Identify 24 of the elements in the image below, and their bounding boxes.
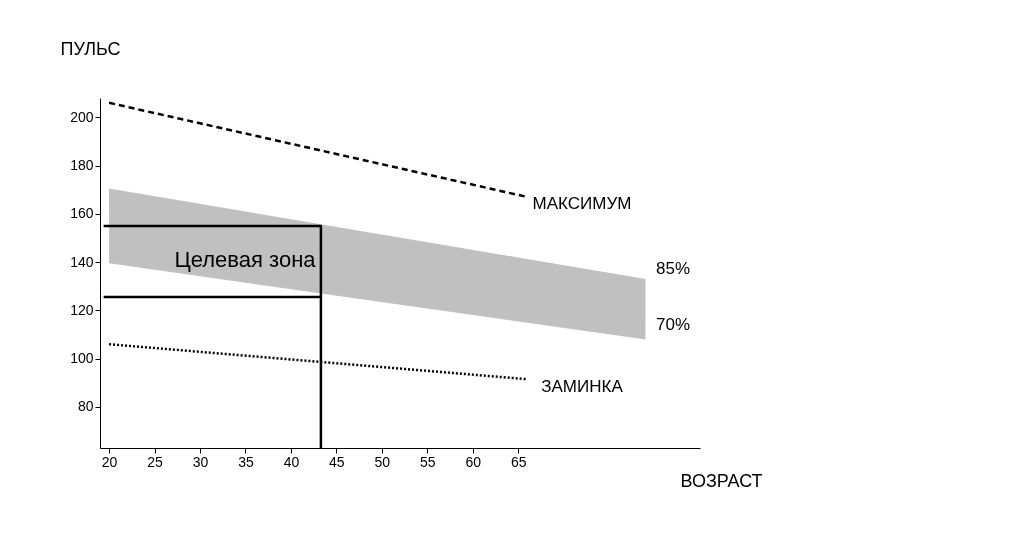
x-tick-label: 50 [374, 453, 391, 470]
y-tick-label: 80 [77, 398, 94, 415]
x-axis-title: ВОЗРАСТ [680, 470, 763, 491]
y-tick-label: 120 [70, 301, 94, 318]
x-tick-label: 25 [147, 453, 164, 470]
annotation: Целевая зона [174, 247, 317, 272]
annotation: 70% [655, 315, 691, 334]
x-tick-label: 65 [510, 453, 527, 470]
y-tick-label: 180 [70, 157, 94, 174]
annotation: ЗАМИНКА [541, 377, 624, 396]
x-tick-label: 30 [192, 453, 209, 470]
x-tick-label: 45 [329, 453, 345, 470]
y-tick-label: 160 [70, 205, 94, 222]
y-tick-label: 200 [70, 108, 94, 125]
y-tick-label: 140 [70, 253, 94, 270]
x-tick-label: 40 [283, 453, 300, 470]
x-tick-label: 55 [419, 453, 436, 470]
x-tick-label: 20 [101, 453, 118, 470]
y-axis-title: ПУЛЬС [60, 38, 121, 59]
x-tick-label: 35 [238, 453, 254, 470]
x-tick-label: 60 [465, 453, 482, 470]
annotation: 85% [655, 259, 691, 278]
y-tick-label: 100 [70, 350, 94, 367]
annotation: МАКСИМУМ [532, 194, 632, 213]
